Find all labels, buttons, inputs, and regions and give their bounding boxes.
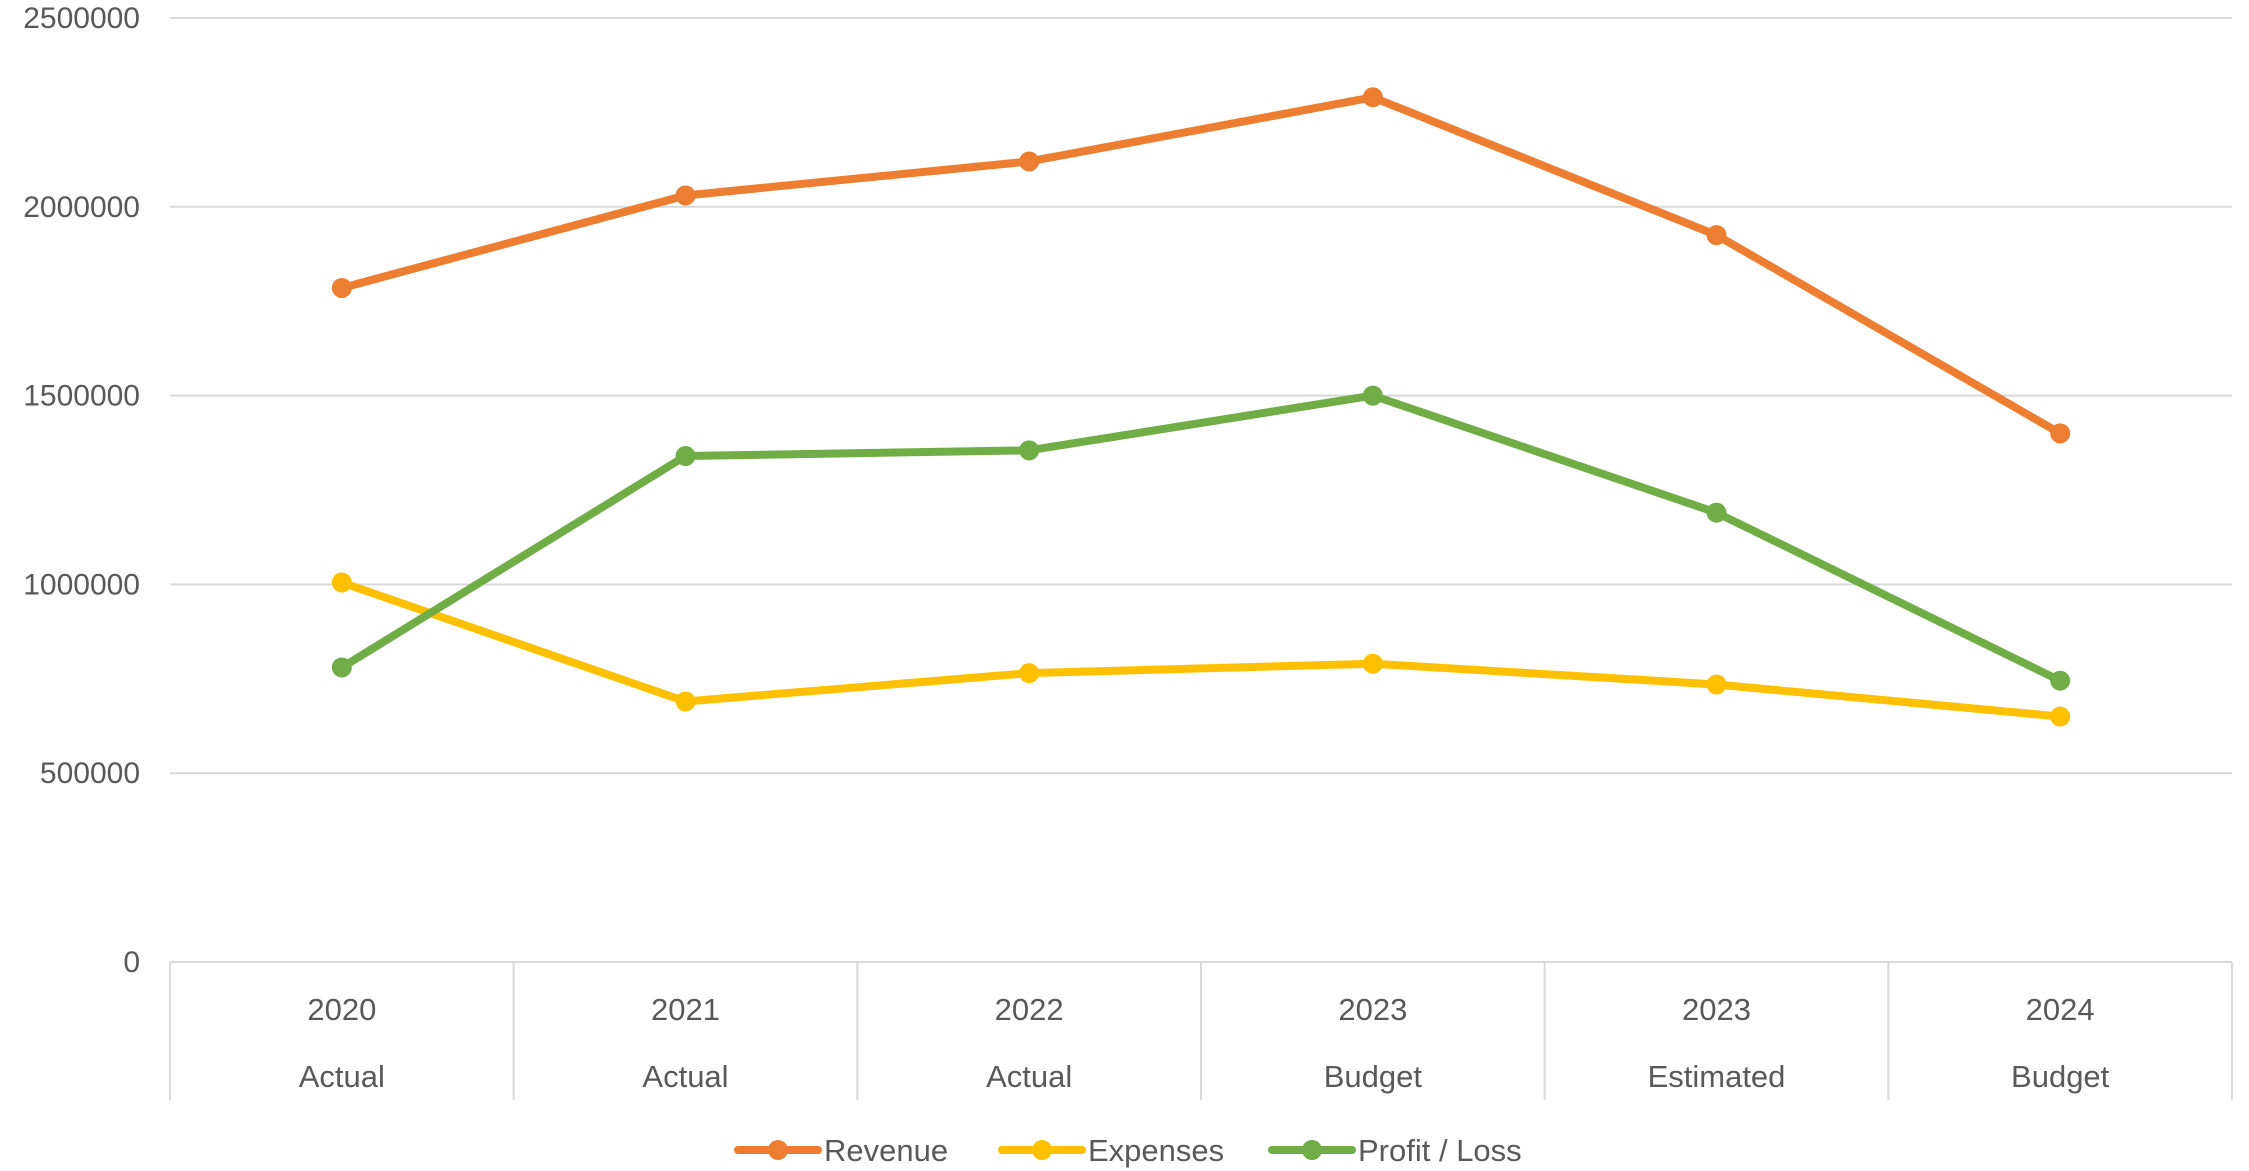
series-line xyxy=(337,578,2065,721)
data-point xyxy=(1362,385,1383,406)
data-point xyxy=(331,572,352,593)
series-line xyxy=(337,93,2065,438)
x-tick-label-kind: Actual xyxy=(299,1059,385,1094)
data-point xyxy=(1706,502,1727,523)
legend-marker xyxy=(768,1140,788,1160)
x-tick-label-year: 2024 xyxy=(2026,992,2095,1027)
legend-marker xyxy=(1302,1140,1322,1160)
x-tick-label-kind: Actual xyxy=(986,1059,1072,1094)
x-tick-label-year: 2023 xyxy=(1338,992,1407,1027)
data-point xyxy=(1362,653,1383,674)
data-point xyxy=(1019,151,1040,172)
data-point xyxy=(1019,663,1040,684)
x-tick-label-year: 2021 xyxy=(651,992,720,1027)
legend-label: Profit / Loss xyxy=(1358,1133,1522,1168)
legend-item: Profit / Loss xyxy=(1268,1133,1522,1168)
data-point xyxy=(1362,87,1383,108)
data-point xyxy=(675,691,696,712)
legend-label: Expenses xyxy=(1088,1133,1224,1168)
series-lines xyxy=(331,87,2071,727)
data-point xyxy=(331,657,352,678)
y-tick-label: 0 xyxy=(123,946,140,979)
series-expenses xyxy=(331,572,2071,727)
data-point xyxy=(1706,225,1727,246)
y-tick-label: 1000000 xyxy=(23,568,140,601)
x-tick-label-kind: Estimated xyxy=(1648,1059,1786,1094)
series-revenue xyxy=(331,87,2071,444)
legend-marker xyxy=(1032,1140,1052,1160)
x-tick-label-kind: Budget xyxy=(2011,1059,2110,1094)
series-profit-loss xyxy=(331,385,2071,691)
y-axis: 0 500000 1000000 1500000 2000000 2500000 xyxy=(23,2,140,979)
data-point xyxy=(331,277,352,298)
data-point xyxy=(675,185,696,206)
data-point xyxy=(1706,674,1727,695)
data-point xyxy=(2050,670,2071,691)
x-tick-label-year: 2020 xyxy=(307,992,376,1027)
legend: Revenue Expenses Profit / Loss xyxy=(734,1133,1522,1168)
series-line xyxy=(337,391,2065,685)
data-point xyxy=(2050,423,2071,444)
gridlines xyxy=(170,17,2232,775)
legend-item: Revenue xyxy=(734,1133,948,1168)
legend-item: Expenses xyxy=(998,1133,1224,1168)
x-tick-label-year: 2023 xyxy=(1682,992,1751,1027)
x-tick-label-year: 2022 xyxy=(995,992,1064,1027)
y-tick-label: 2000000 xyxy=(23,191,140,224)
y-tick-label: 2500000 xyxy=(23,2,140,35)
x-tick-label-kind: Budget xyxy=(1324,1059,1423,1094)
data-point xyxy=(2050,706,2071,727)
x-axis: 2020 Actual 2021 Actual 2022 Actual 2023 Budget… xyxy=(169,961,2233,1100)
x-tick-label-kind: Actual xyxy=(642,1059,728,1094)
y-tick-label: 500000 xyxy=(40,757,140,790)
data-point xyxy=(675,446,696,467)
y-tick-label: 1500000 xyxy=(23,380,140,413)
data-point xyxy=(1019,440,1040,461)
legend-label: Revenue xyxy=(824,1133,948,1168)
